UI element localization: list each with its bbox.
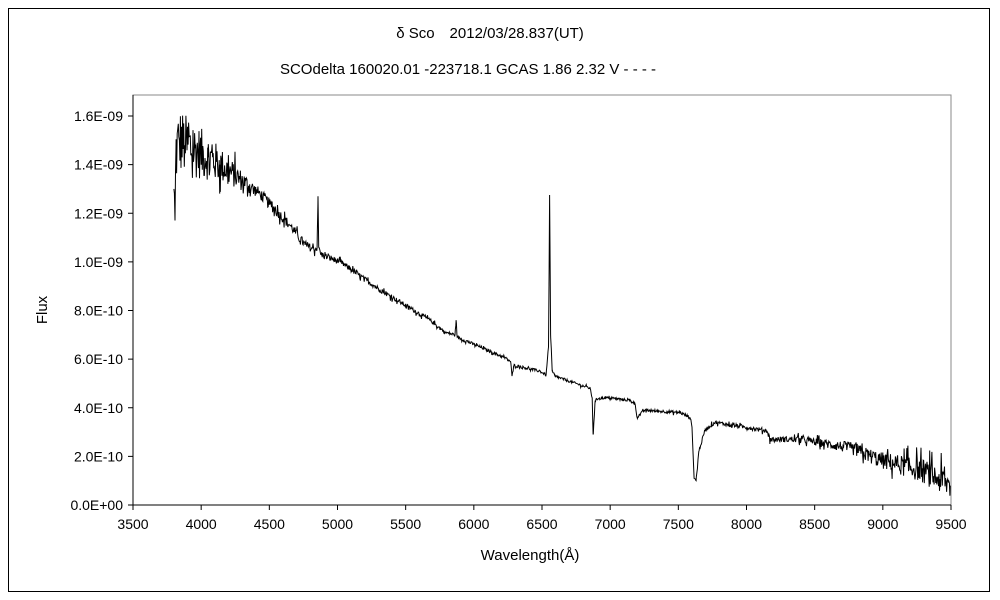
chart-title: δ Sco 2012/03/28.837(UT) — [396, 25, 584, 42]
x-tick-label: 4000 — [186, 516, 217, 532]
x-tick-label: 5000 — [322, 516, 353, 532]
x-tick-label: 5500 — [390, 516, 421, 532]
y-tick-label: 8.0E-10 — [74, 303, 123, 319]
x-tick-label: 8500 — [799, 516, 830, 532]
y-tick-label: 4.0E-10 — [74, 400, 123, 416]
x-tick-label: 9500 — [935, 516, 966, 532]
spectrum-line — [173, 115, 951, 496]
x-tick-label: 8000 — [731, 516, 762, 532]
x-tick-label: 6500 — [526, 516, 557, 532]
x-tick-label: 6000 — [458, 516, 489, 532]
chart-frame — [8, 8, 990, 592]
x-tick-label: 9000 — [867, 516, 898, 532]
x-tick-label: 4500 — [254, 516, 285, 532]
y-tick-label: 1.6E-09 — [74, 108, 123, 124]
y-tick-label: 1.2E-09 — [74, 205, 123, 221]
y-tick-label: 1.0E-09 — [74, 254, 123, 270]
x-tick-label: 7500 — [663, 516, 694, 532]
y-tick-label: 2.0E-10 — [74, 448, 123, 464]
chart-subtitle: SCOdelta 160020.01 -223718.1 GCAS 1.86 2… — [280, 61, 656, 78]
x-axis-label: Wavelength(Å) — [481, 547, 580, 564]
y-tick-label: 6.0E-10 — [74, 351, 123, 367]
y-tick-label: 0.0E+00 — [70, 497, 123, 513]
y-axis-label: Flux — [34, 295, 51, 324]
x-tick-label: 7000 — [595, 516, 626, 532]
x-tick-label: 3500 — [117, 516, 148, 532]
y-tick-label: 1.4E-09 — [74, 157, 123, 173]
